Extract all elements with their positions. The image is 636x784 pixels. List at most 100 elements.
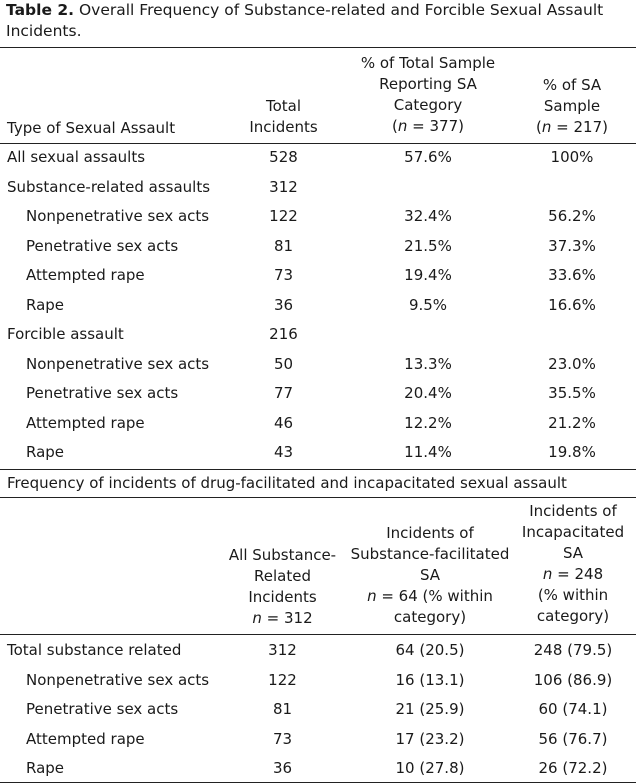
cell-total: 46 (273, 413, 294, 432)
cell-pct-sa: 23.0% (548, 354, 596, 373)
n-italic: n (541, 118, 552, 136)
cell-pct-sa: 37.3% (548, 236, 596, 255)
cell-total: 77 (273, 384, 294, 402)
header-total-line2: Incidents (249, 118, 318, 136)
header-fac-line1: Incidents of (386, 524, 474, 542)
header-pct-total-line4: (n = 377) (392, 117, 464, 135)
row-label: Penetrative sex acts (26, 236, 179, 255)
header-fac-line3: SA (419, 566, 441, 584)
header-pct-sa-line1: % of SA (542, 76, 602, 94)
row-label: Nonpenetrative sex acts (26, 207, 210, 225)
cell-pct-total: 11.4% (404, 443, 452, 461)
cell-pct-sa: 16.6% (548, 295, 596, 314)
cell-facilitated: 17 (23.2) (395, 729, 465, 748)
table1-header-rule (0, 143, 636, 144)
table-row: Forcible assault 216 (0, 320, 636, 350)
header-inc-line4: n = 248 (513, 564, 633, 585)
n-value: = 377) (407, 117, 464, 135)
header-fac-line5: category) (393, 608, 467, 626)
header-pct-total-line1: % of Total Sample (360, 54, 496, 72)
header-fac-line4: n = 64 (% within (345, 586, 515, 607)
row-label: All sexual assaults (7, 148, 146, 166)
table-row: Rape 36 9.5% 16.6% (0, 291, 636, 321)
table-row: Rape 43 11.4% 19.8% (0, 438, 636, 468)
table-row: Rape 36 10 (27.8) 26 (72.2) (0, 754, 636, 784)
header-incapacitated: Incidents of Incapacitated SA n = 248 (%… (513, 501, 633, 627)
table-row: Attempted rape 73 17 (23.2) 56 (76.7) (0, 725, 636, 755)
n-italic: n (397, 117, 408, 135)
cell-total: 50 (273, 354, 294, 373)
cell-pct-total: 9.5% (408, 295, 448, 314)
header-all-line3: Incidents (248, 588, 317, 606)
cell-pct-total: 12.2% (404, 413, 452, 432)
row-label: Rape (26, 295, 65, 314)
header-pct-total: % of Total Sample Reporting SA Category … (345, 53, 511, 137)
header-inc-line2: Incapacitated (521, 523, 625, 541)
table-row: Nonpenetrative sex acts 122 32.4% 56.2% (0, 202, 636, 232)
header-inc-line6: category) (536, 607, 610, 625)
cell-pct-sa: 35.5% (548, 384, 596, 402)
row-label: Rape (26, 759, 65, 777)
cell-all: 312 (268, 641, 297, 659)
header-pct-sa: % of SA Sample (n = 217) (513, 75, 631, 138)
cell-pct-sa: 21.2% (548, 413, 596, 432)
header-facilitated: Incidents of Substance-facilitated SA n … (345, 523, 515, 628)
header-all-substance: All Substance- Related Incidents n = 312 (220, 545, 345, 629)
table-row: Nonpenetrative sex acts 50 13.3% 23.0% (0, 350, 636, 380)
cell-facilitated: 21 (25.9) (395, 700, 465, 718)
n-value: = 312 (261, 609, 313, 627)
header-total-line1: Total (265, 97, 302, 115)
n-italic: n (367, 587, 377, 605)
cell-incapacitated: 248 (79.5) (533, 641, 613, 659)
cell-facilitated: 16 (13.1) (395, 670, 465, 689)
cell-incapacitated: 106 (86.9) (533, 670, 613, 689)
table-number: Table 2. (6, 1, 75, 19)
cell-total: 122 (269, 207, 298, 225)
header-inc-line3: SA (562, 544, 584, 562)
table-row: Attempted rape 73 19.4% 33.6% (0, 261, 636, 291)
cell-total: 36 (273, 295, 294, 314)
row-label: Attempted rape (26, 413, 145, 432)
table-row: All sexual assaults 528 57.6% 100% (0, 143, 636, 173)
cell-pct-total: 32.4% (404, 207, 452, 225)
row-label: Nonpenetrative sex acts (26, 670, 210, 689)
cell-pct-total: 21.5% (404, 236, 452, 255)
table1-top-rule (0, 47, 636, 48)
cell-incapacitated: 56 (76.7) (538, 729, 608, 748)
table2-bottom-rule (0, 782, 636, 783)
table-row: Attempted rape 46 12.2% 21.2% (0, 409, 636, 439)
cell-pct-total: 20.4% (404, 384, 452, 402)
cell-total: 216 (269, 325, 298, 343)
header-pct-total-line3: Category (393, 96, 463, 114)
cell-total: 43 (273, 443, 294, 461)
cell-pct-total: 57.6% (404, 148, 452, 166)
table-caption: Overall Frequency of Substance-related a… (6, 1, 604, 40)
row-label: Penetrative sex acts (26, 700, 179, 718)
header-pct-total-line2: Reporting SA (379, 75, 477, 93)
table2-header-rule (0, 634, 636, 635)
table-row: Nonpenetrative sex acts 122 16 (13.1) 10… (0, 666, 636, 696)
header-pct-sa-line2: Sample (543, 97, 601, 115)
table2-top-rule (0, 497, 636, 498)
row-label: Penetrative sex acts (26, 384, 179, 402)
cell-total: 73 (273, 266, 294, 284)
cell-all: 36 (272, 759, 293, 777)
cell-pct-sa: 19.8% (548, 443, 596, 461)
cell-total: 81 (273, 236, 294, 255)
table2-subtitle: Frequency of incidents of drug-facilitat… (7, 474, 567, 492)
cell-pct-total: 19.4% (404, 266, 452, 284)
cell-pct-sa: 56.2% (548, 207, 596, 225)
cell-all: 122 (268, 670, 297, 689)
cell-all: 73 (272, 729, 293, 748)
table-row: Substance-related assaults 312 (0, 173, 636, 203)
table-row: Penetrative sex acts 81 21 (25.9) 60 (74… (0, 695, 636, 725)
table-row: Penetrative sex acts 77 20.4% 35.5% (0, 379, 636, 409)
cell-pct-sa: 33.6% (548, 266, 596, 284)
header-all-line4: n = 312 (220, 608, 345, 629)
cell-total: 312 (269, 177, 298, 196)
table-row: Penetrative sex acts 81 21.5% 37.3% (0, 232, 636, 262)
cell-incapacitated: 26 (72.2) (538, 759, 608, 777)
row-label: Substance-related assaults (7, 177, 211, 196)
header-inc-line1: Incidents of (529, 502, 617, 520)
